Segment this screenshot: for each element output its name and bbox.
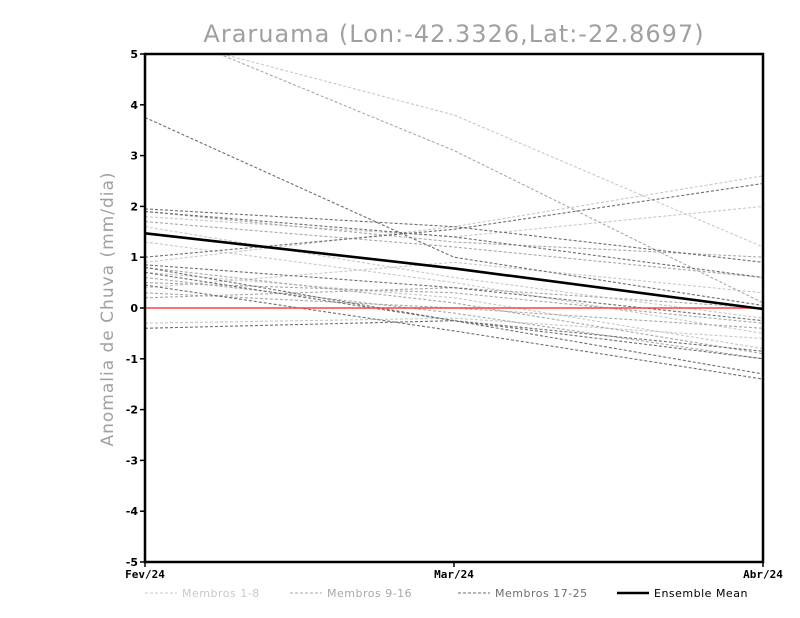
member-line-m05	[145, 261, 763, 294]
member-line-m02	[145, 205, 763, 238]
member-line-m06	[145, 317, 763, 340]
y-tick-label: -4	[126, 505, 139, 518]
x-tick-label: Mar/24	[434, 568, 474, 581]
member-line-m25	[145, 264, 763, 322]
member-line-m17	[145, 116, 763, 307]
member-line-m13	[145, 266, 763, 355]
x-tick-label: Abr/24	[743, 568, 783, 581]
member-line-m18	[145, 208, 763, 263]
member-line-m09	[217, 54, 763, 304]
chart-title: Araruama (Lon:-42.3326,Lat:-22.8697)	[203, 20, 704, 48]
y-tick-label: -1	[126, 353, 138, 366]
member-line-m12	[145, 287, 763, 309]
ensemble-mean-layer	[145, 232, 763, 311]
ensemble-mean-line	[145, 232, 763, 311]
legend-item: Membros 17-25	[458, 587, 588, 600]
y-tick-label: -2	[126, 404, 138, 417]
member-line-m07	[145, 241, 763, 334]
legend-item: Ensemble Mean	[617, 587, 748, 600]
member-line-m15	[145, 276, 763, 360]
legend-label: Membros 1-8	[182, 587, 260, 600]
x-tick-layer: Fev/24 Mar/24 Abr/24	[125, 562, 783, 581]
y-tick-label: 0	[130, 302, 138, 315]
member-line-m08	[145, 271, 763, 350]
member-line-m19	[145, 210, 763, 279]
member-line-m04	[145, 226, 763, 319]
y-tick-label: 5	[130, 48, 138, 61]
legend-label: Membros 17-25	[495, 587, 588, 600]
member-line-m10	[145, 221, 763, 279]
y-tick-label: 2	[130, 200, 138, 213]
member-line-m16	[145, 292, 763, 329]
y-tick-layer: -5 -4 -3 -2 -1 0 1 2 3 4 5	[126, 48, 145, 569]
member-line-m20	[145, 182, 763, 258]
x-tick-label: Fev/24	[125, 568, 165, 581]
series-layer	[145, 54, 763, 380]
legend-label: Membros 9-16	[327, 587, 412, 600]
y-tick-label: 3	[130, 150, 138, 163]
y-axis-label: Anomalia de Chuva (mm/dia)	[98, 171, 118, 446]
y-tick-label: 4	[130, 99, 138, 112]
member-line-m24	[145, 320, 763, 352]
legend: Membros 1-8 Membros 9-16 Membros 17-25 Ense…	[145, 587, 748, 600]
legend-item: Membros 1-8	[145, 587, 260, 600]
member-line-m22	[145, 271, 763, 375]
y-tick-label: -5	[126, 556, 138, 569]
member-line-m21	[145, 266, 763, 360]
member-line-m11	[145, 282, 763, 324]
member-line-m01	[219, 54, 763, 248]
member-line-m23	[145, 284, 763, 380]
member-line-m14	[145, 210, 763, 258]
member-line-m03	[145, 175, 763, 263]
y-tick-label: -3	[126, 454, 138, 467]
legend-label: Ensemble Mean	[654, 587, 748, 600]
legend-item: Membros 9-16	[290, 587, 412, 600]
y-tick-label: 1	[130, 251, 138, 264]
